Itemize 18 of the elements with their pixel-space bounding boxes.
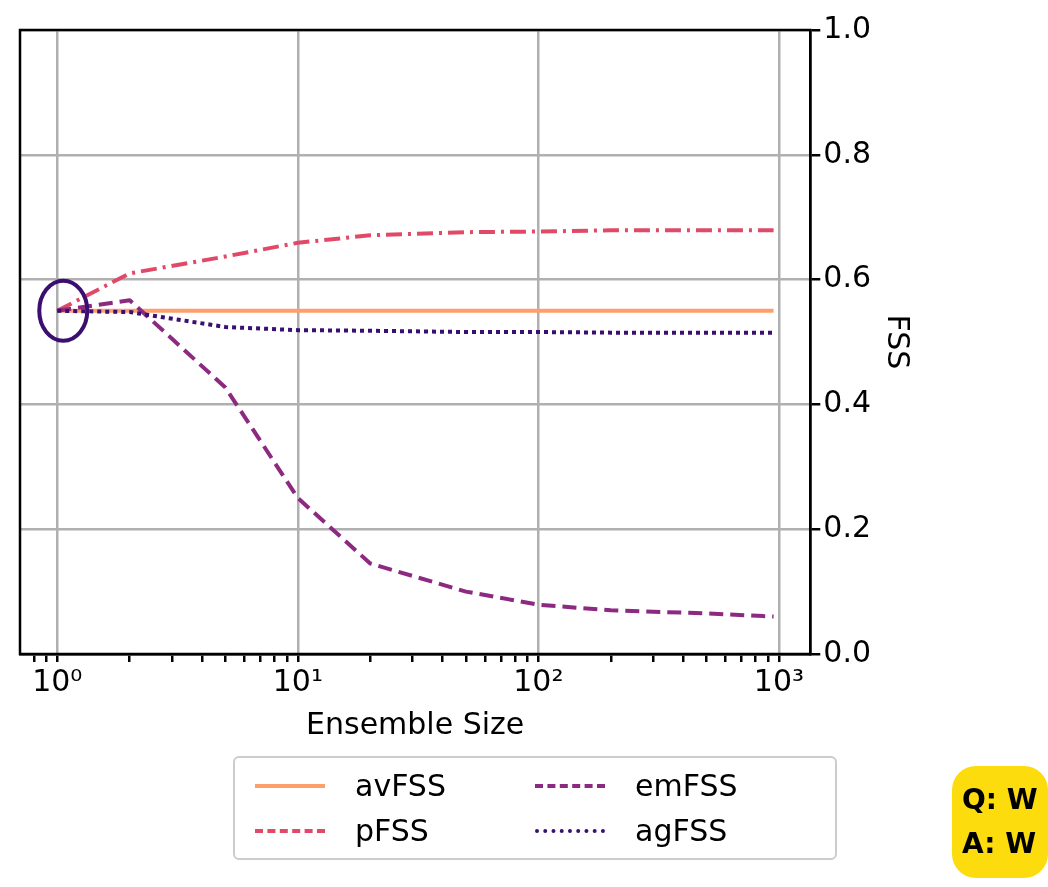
- x-axis-title: Ensemble Size: [306, 705, 525, 741]
- text: Q: W: [962, 782, 1038, 818]
- text: A: W: [962, 826, 1038, 862]
- y2-tick-label: 0.6: [823, 259, 872, 295]
- y2-tick-label: 0.8: [823, 134, 872, 170]
- legend-label: emFSS: [635, 768, 738, 803]
- x-tick-label: 10³: [753, 662, 805, 698]
- x-tick-label: 10¹: [272, 662, 323, 698]
- y2-tick-label: 0.0: [823, 633, 872, 669]
- legend-label: avFSS: [355, 768, 446, 803]
- legend-label: pFSS: [355, 813, 429, 848]
- y2-tick-label: 0.2: [823, 509, 872, 544]
- y2-axis-title: FSS: [881, 314, 917, 370]
- legend-label: agFSS: [635, 813, 728, 848]
- x-tick-label: 10²: [513, 662, 564, 698]
- x-tick-label: 10⁰: [32, 662, 83, 698]
- y2-tick-label: 1.0: [823, 9, 872, 45]
- y2-tick-label: 0.4: [823, 384, 872, 420]
